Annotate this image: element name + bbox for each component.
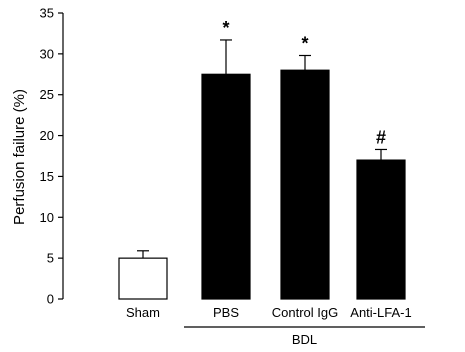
y-tick-label: 20	[40, 128, 54, 143]
significance-mark: *	[301, 33, 308, 53]
bar-control-igg	[280, 69, 330, 300]
y-tick-label: 30	[40, 46, 54, 61]
x-category-label: PBS	[213, 305, 239, 320]
y-tick-label: 0	[47, 292, 54, 307]
y-axis-title: Perfusion failure (%)	[11, 89, 28, 225]
x-axis-category-labels: Sham PBS Control IgG Anti-LFA-1	[126, 305, 412, 320]
error-bars	[137, 39, 387, 259]
y-tick-label: 5	[47, 251, 54, 266]
significance-mark: *	[222, 18, 229, 38]
bar-sham	[118, 257, 168, 300]
bar-anti-lfa-1	[356, 159, 406, 300]
y-axis-ticks: 0 5 10 15 20 25 30 35	[40, 6, 63, 307]
significance-mark: #	[376, 127, 386, 147]
bar-pbs	[201, 73, 251, 300]
y-tick-label: 35	[40, 6, 54, 21]
bars	[118, 69, 406, 300]
y-tick-label: 25	[40, 87, 54, 102]
group-label: BDL	[292, 332, 317, 347]
y-tick-label: 10	[40, 210, 54, 225]
x-category-label: Anti-LFA-1	[350, 305, 411, 320]
x-category-label: Sham	[126, 305, 160, 320]
x-category-label: Control IgG	[272, 305, 338, 320]
significance-marks: * * #	[222, 18, 386, 147]
y-tick-label: 15	[40, 169, 54, 184]
